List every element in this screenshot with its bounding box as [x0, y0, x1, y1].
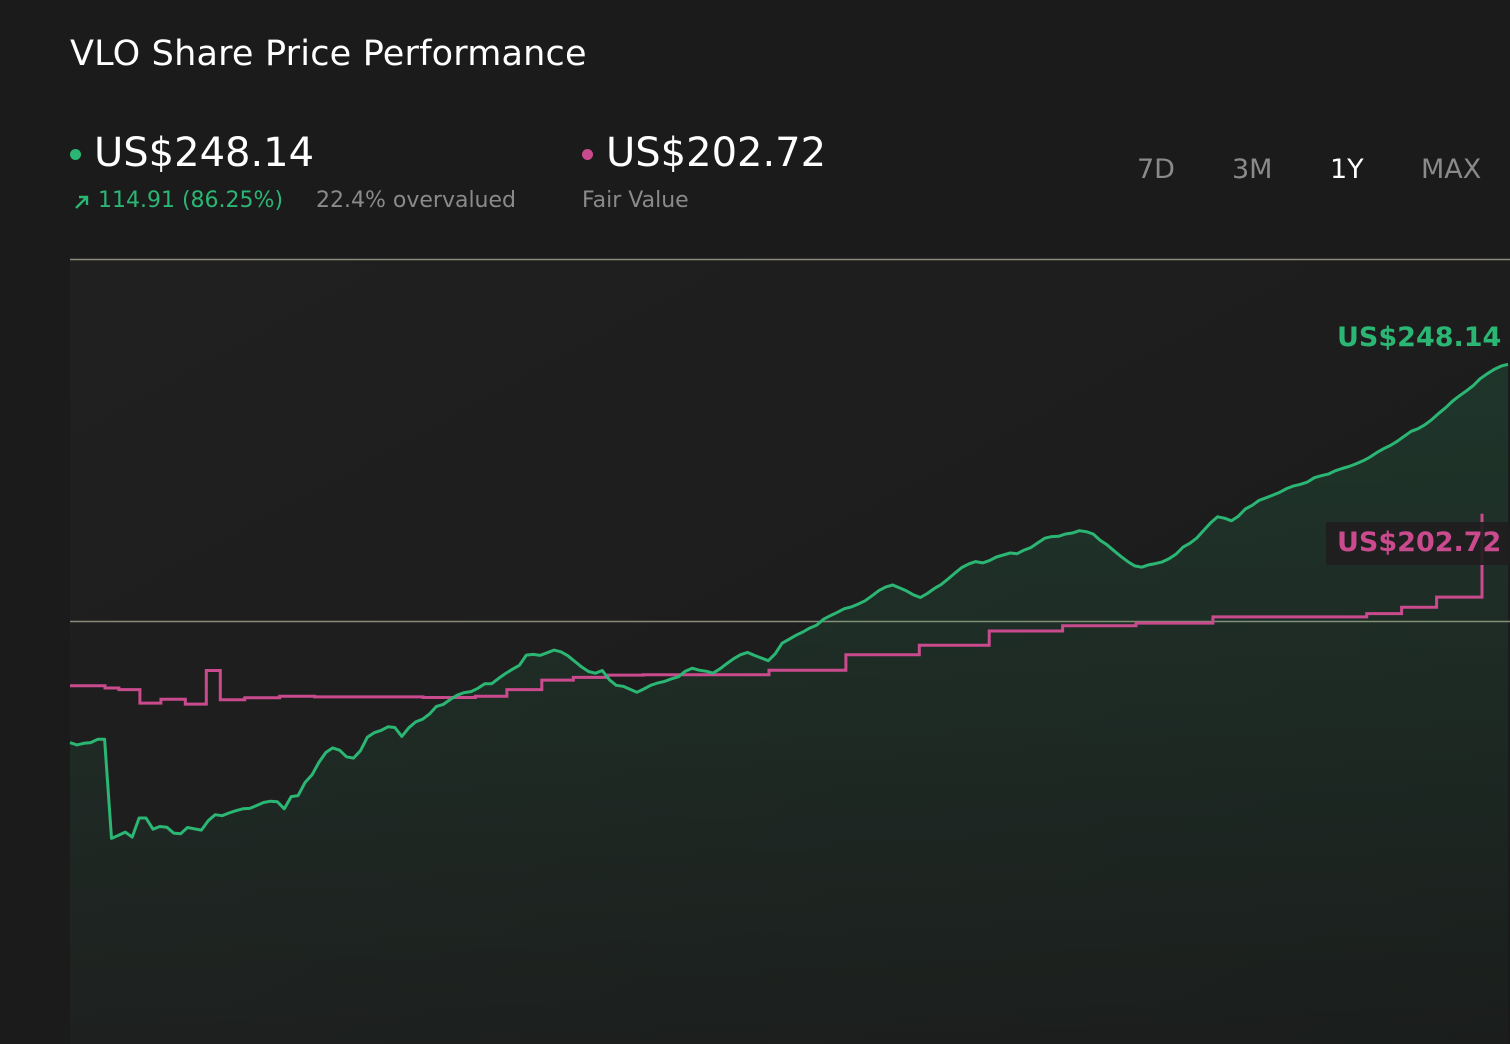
price-area: [70, 364, 1508, 1044]
range-tab-7d[interactable]: 7D: [1137, 154, 1175, 185]
price-change: 114.91 (86.25%): [98, 188, 284, 213]
price-end-label: US$248.14: [1337, 322, 1501, 353]
page-title: VLO Share Price Performance: [70, 34, 587, 74]
range-tab-3m[interactable]: 3M: [1232, 154, 1273, 185]
fair-value-price: US$202.72: [606, 130, 827, 176]
arrow-up-right-icon: [75, 195, 89, 209]
fair-value-line: [70, 513, 1484, 706]
current-price: US$248.14: [94, 130, 315, 176]
fair-value-end-label: US$202.72: [1337, 527, 1501, 558]
range-tab-1y[interactable]: 1Y: [1330, 154, 1364, 185]
fair-value-label-bg: [1326, 522, 1510, 565]
fair-value-label: Fair Value: [582, 188, 689, 213]
valuation-status: 22.4% overvalued: [316, 188, 516, 213]
range-tab-max[interactable]: MAX: [1421, 154, 1482, 185]
price-line: [69, 362, 1509, 840]
fair-value-legend-dot: [582, 149, 593, 160]
price-legend-dot: [70, 149, 81, 160]
